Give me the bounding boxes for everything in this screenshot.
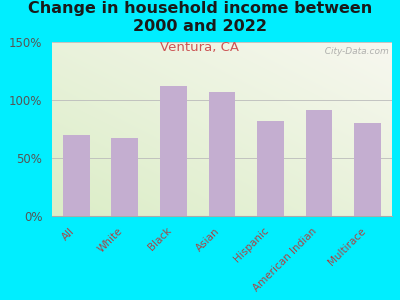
Bar [257,121,284,216]
Bar [160,86,187,216]
Bar [209,92,235,216]
Bar [63,135,90,216]
Text: Ventura, CA: Ventura, CA [160,40,240,53]
Text: Change in household income between
2000 and 2022: Change in household income between 2000 … [28,2,372,34]
Bar [112,138,138,216]
Bar [306,110,332,216]
Text: City-Data.com: City-Data.com [319,47,389,56]
Bar [354,123,381,216]
